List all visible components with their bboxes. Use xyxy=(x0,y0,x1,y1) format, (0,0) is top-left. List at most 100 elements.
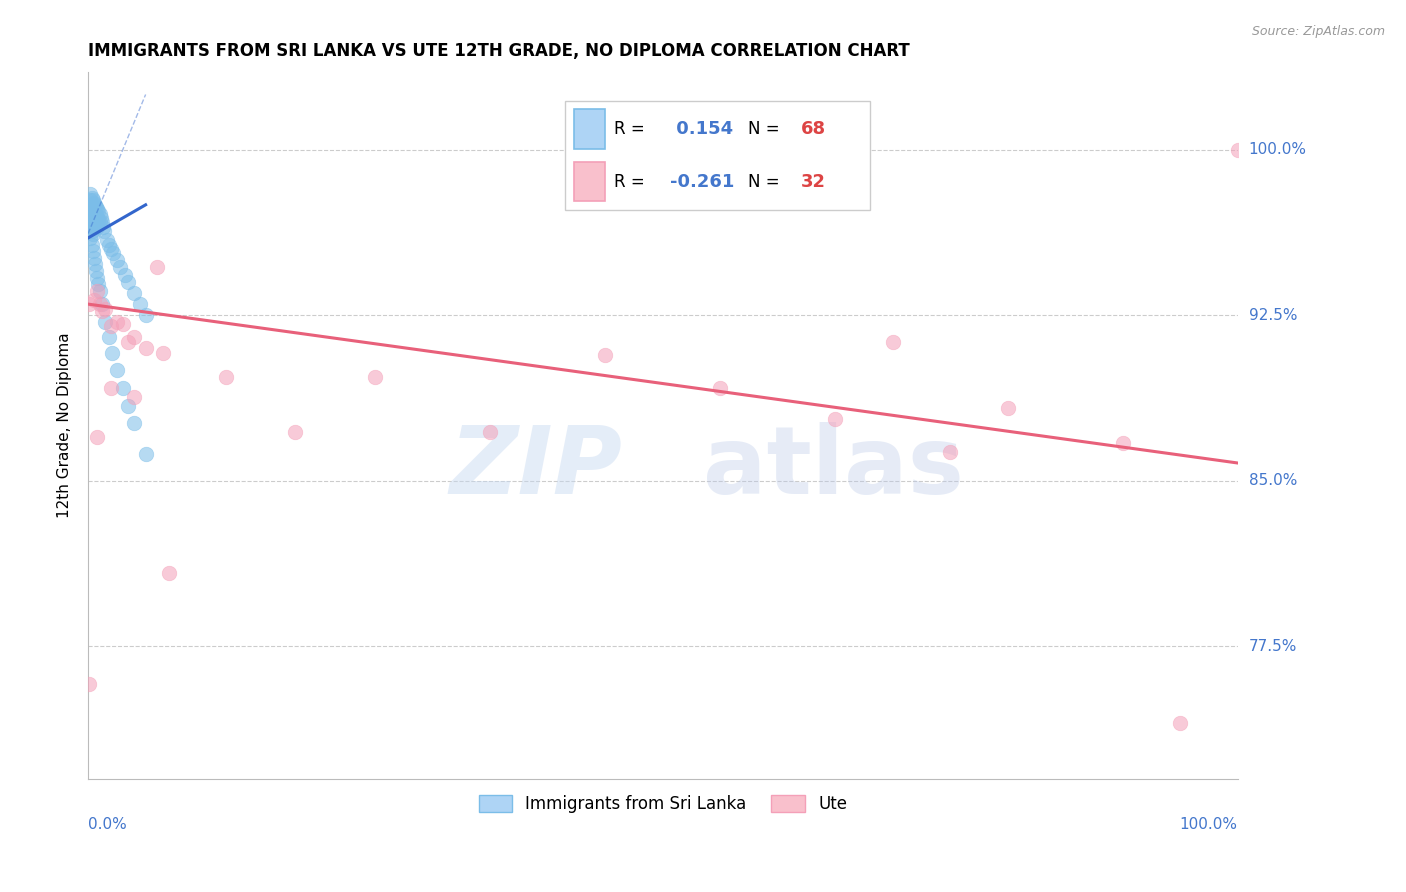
Point xyxy=(89,297,111,311)
Point xyxy=(152,345,174,359)
Point xyxy=(135,447,157,461)
Point xyxy=(100,319,122,334)
Point xyxy=(105,252,128,267)
Point xyxy=(86,219,108,234)
Point xyxy=(111,317,134,331)
Y-axis label: 12th Grade, No Diploma: 12th Grade, No Diploma xyxy=(58,333,72,518)
Text: 100.0%: 100.0% xyxy=(1180,817,1237,832)
Point xyxy=(1226,143,1249,157)
Point xyxy=(1111,436,1133,450)
Point xyxy=(82,244,104,259)
Point xyxy=(157,566,180,581)
Point xyxy=(80,207,103,221)
Point xyxy=(84,264,107,278)
Point xyxy=(114,268,136,283)
Point xyxy=(87,277,110,292)
Point xyxy=(84,207,107,221)
Text: IMMIGRANTS FROM SRI LANKA VS UTE 12TH GRADE, NO DIPLOMA CORRELATION CHART: IMMIGRANTS FROM SRI LANKA VS UTE 12TH GR… xyxy=(89,42,910,60)
Point xyxy=(82,200,104,214)
Point xyxy=(128,297,150,311)
Point xyxy=(82,227,104,241)
Point xyxy=(97,237,120,252)
Text: 100.0%: 100.0% xyxy=(1249,142,1306,157)
Point xyxy=(91,215,114,229)
Text: 0.0%: 0.0% xyxy=(89,817,127,832)
Point xyxy=(997,401,1019,415)
Point xyxy=(135,341,157,355)
Point xyxy=(122,390,145,404)
Point xyxy=(1168,716,1191,731)
Point xyxy=(83,293,105,307)
Point xyxy=(709,381,731,395)
Point xyxy=(83,202,105,217)
Point xyxy=(100,242,122,256)
Point xyxy=(824,412,846,426)
Point xyxy=(82,218,104,232)
Text: 92.5%: 92.5% xyxy=(1249,308,1298,323)
Point xyxy=(215,370,238,384)
Text: Source: ZipAtlas.com: Source: ZipAtlas.com xyxy=(1251,25,1385,38)
Point xyxy=(122,286,145,301)
Point xyxy=(79,213,101,227)
Point xyxy=(79,211,101,225)
Text: 77.5%: 77.5% xyxy=(1249,639,1296,654)
Point xyxy=(86,211,108,225)
Point xyxy=(82,209,104,223)
Point xyxy=(94,301,117,316)
Point xyxy=(84,257,107,271)
Point xyxy=(105,363,128,377)
Point xyxy=(117,275,139,289)
Point xyxy=(79,194,101,208)
Point xyxy=(122,417,145,431)
Point xyxy=(86,284,108,298)
Point xyxy=(87,213,110,227)
Point xyxy=(79,231,101,245)
Point xyxy=(83,211,105,225)
Point xyxy=(79,204,101,219)
Point xyxy=(595,348,617,362)
Point xyxy=(84,218,107,232)
Point xyxy=(79,202,101,217)
Point xyxy=(89,207,111,221)
Point xyxy=(91,303,114,318)
Point xyxy=(135,308,157,322)
Point xyxy=(80,191,103,205)
Point xyxy=(105,315,128,329)
Point xyxy=(479,425,502,439)
Point xyxy=(101,345,124,359)
Text: atlas: atlas xyxy=(703,422,965,514)
Point xyxy=(93,224,115,238)
Point xyxy=(86,270,108,285)
Point xyxy=(87,204,110,219)
Point xyxy=(91,297,114,311)
Point xyxy=(94,315,117,329)
Point xyxy=(82,194,104,208)
Point xyxy=(117,399,139,413)
Point xyxy=(84,198,107,212)
Point xyxy=(882,334,904,349)
Point xyxy=(91,219,114,234)
Point xyxy=(79,222,101,236)
Point xyxy=(84,215,107,229)
Point xyxy=(89,215,111,229)
Point xyxy=(84,200,107,214)
Point xyxy=(90,211,112,225)
Point xyxy=(83,219,105,234)
Point xyxy=(79,198,101,212)
Point xyxy=(80,224,103,238)
Point xyxy=(110,260,132,274)
Point xyxy=(79,297,101,311)
Point xyxy=(284,425,307,439)
Point xyxy=(117,334,139,349)
Point xyxy=(83,251,105,265)
Point xyxy=(100,381,122,395)
Point xyxy=(364,370,387,384)
Point xyxy=(84,209,107,223)
Text: ZIP: ZIP xyxy=(450,422,623,514)
Point xyxy=(80,237,103,252)
Point xyxy=(111,381,134,395)
Legend: Immigrants from Sri Lanka, Ute: Immigrants from Sri Lanka, Ute xyxy=(472,789,853,820)
Point xyxy=(86,429,108,443)
Point xyxy=(96,233,118,247)
Point xyxy=(122,330,145,344)
